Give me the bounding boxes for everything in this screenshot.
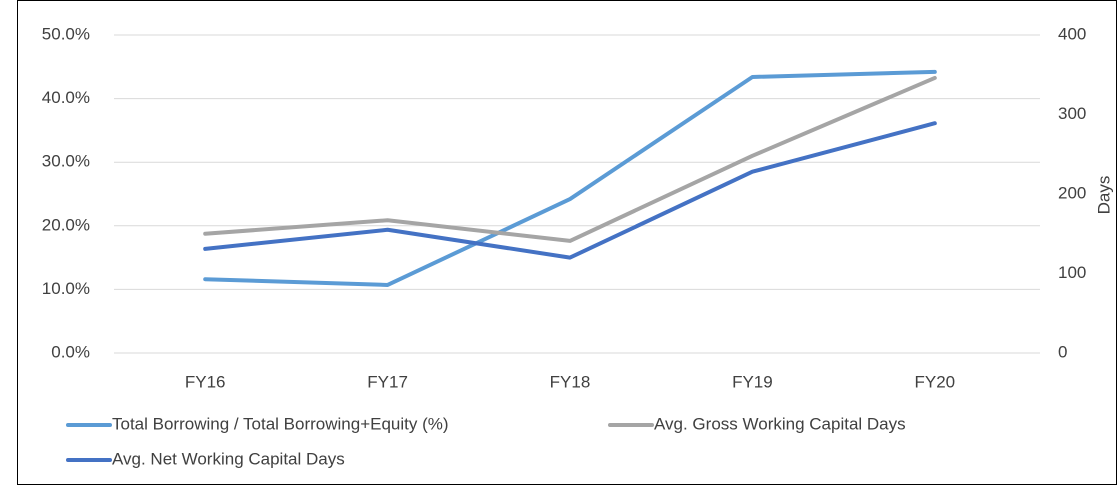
legend-label: Total Borrowing / Total Borrowing+Equity… [112,414,449,433]
y2-axis-label: Days [1094,176,1113,215]
y-tick-label: 40.0% [42,88,90,107]
y2-tick-label: 300 [1058,104,1086,123]
y-tick-label: 50.0% [42,24,90,43]
legend-label: Avg. Gross Working Capital Days [654,414,906,433]
x-tick-label: FY19 [732,372,773,391]
y-tick-label: 30.0% [42,152,90,171]
y2-tick-label: 400 [1058,24,1086,43]
series-line [203,75,937,243]
y2-tick-label: 200 [1058,183,1086,202]
legend-label: Avg. Net Working Capital Days [112,449,345,468]
x-tick-label: FY20 [914,372,955,391]
x-tick-label: FY16 [185,372,226,391]
y2-tick-label: 0 [1058,342,1067,361]
x-tick-label: FY17 [367,372,408,391]
y-tick-label: 0.0% [51,342,90,361]
series-line [203,69,937,287]
y-tick-label: 20.0% [42,215,90,234]
x-tick-label: FY18 [550,372,591,391]
y2-tick-label: 100 [1058,263,1086,282]
y-tick-label: 10.0% [42,279,90,298]
series-line [203,121,937,260]
